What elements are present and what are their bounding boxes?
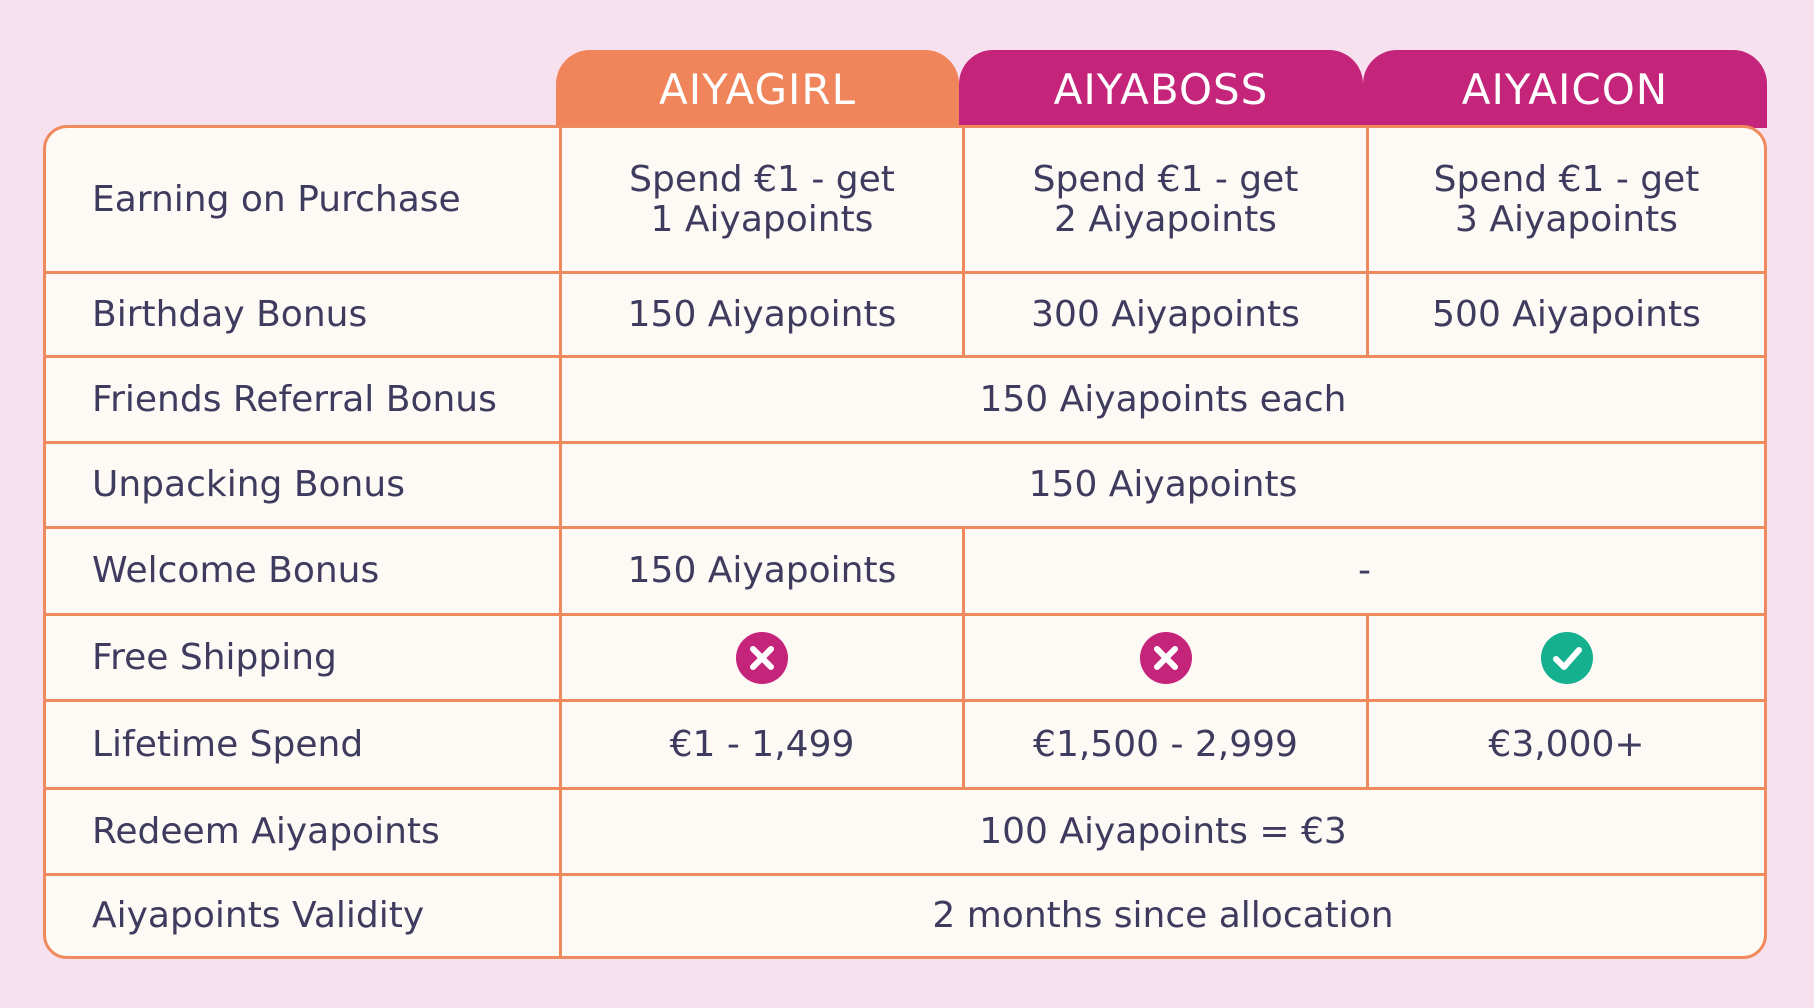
cross-icon: [736, 631, 788, 684]
check-icon: [1540, 631, 1593, 684]
cell: 150 Aiyapoints: [559, 444, 1764, 529]
cell: 2 months since allocation: [559, 876, 1764, 956]
cell: 150 Aiyapoints: [559, 274, 962, 358]
row-label: Welcome Bonus: [46, 529, 559, 616]
cell: €3,000+: [1366, 702, 1764, 790]
tier-table: Earning on Purchase Spend €1 - get 1 Aiya…: [43, 125, 1767, 959]
row-label: Earning on Purchase: [46, 128, 559, 274]
cell: 300 Aiyapoints: [962, 274, 1366, 358]
cell: Spend €1 - get 2 Aiyapoints: [962, 128, 1366, 274]
row-label: Lifetime Spend: [46, 702, 559, 790]
cell: [559, 616, 962, 702]
cell: €1,500 - 2,999: [962, 702, 1366, 790]
cell: [962, 616, 1366, 702]
cell-line: 1 Aiyapoints: [650, 198, 874, 240]
cell: Spend €1 - get 1 Aiyapoints: [559, 128, 962, 274]
tier-header: AIYAGIRL: [556, 50, 959, 128]
tier-header: AIYABOSS: [959, 50, 1363, 128]
row-label: Unpacking Bonus: [46, 444, 559, 529]
cell: 100 Aiyapoints = €3: [559, 790, 1764, 876]
row-label: Birthday Bonus: [46, 274, 559, 358]
cell: 500 Aiyapoints: [1366, 274, 1764, 358]
cell: 150 Aiyapoints: [559, 529, 962, 616]
row-label: Aiyapoints Validity: [92, 895, 425, 936]
cell: Spend €1 - get 3 Aiyapoints: [1366, 128, 1764, 274]
cell: €1 - 1,499: [559, 702, 962, 790]
cell-line: Spend €1 - get: [1032, 158, 1299, 200]
tier-header: AIYAICON: [1363, 50, 1767, 128]
cell: 150 Aiyapoints each: [559, 358, 1764, 444]
cell-line: 3 Aiyapoints: [1455, 198, 1678, 240]
row-label: Redeem Aiyapoints: [46, 790, 559, 876]
cell: -: [962, 529, 1764, 616]
cell-line: 2 Aiyapoints: [1054, 198, 1277, 240]
cell-line: Spend €1 - get: [629, 158, 895, 200]
row-label: Friends Referral Bonus: [46, 358, 559, 444]
row-label: Free Shipping: [46, 616, 559, 702]
cell-line: Spend €1 - get: [1433, 158, 1700, 200]
cell: [1366, 616, 1764, 702]
cross-icon: [1139, 631, 1192, 684]
